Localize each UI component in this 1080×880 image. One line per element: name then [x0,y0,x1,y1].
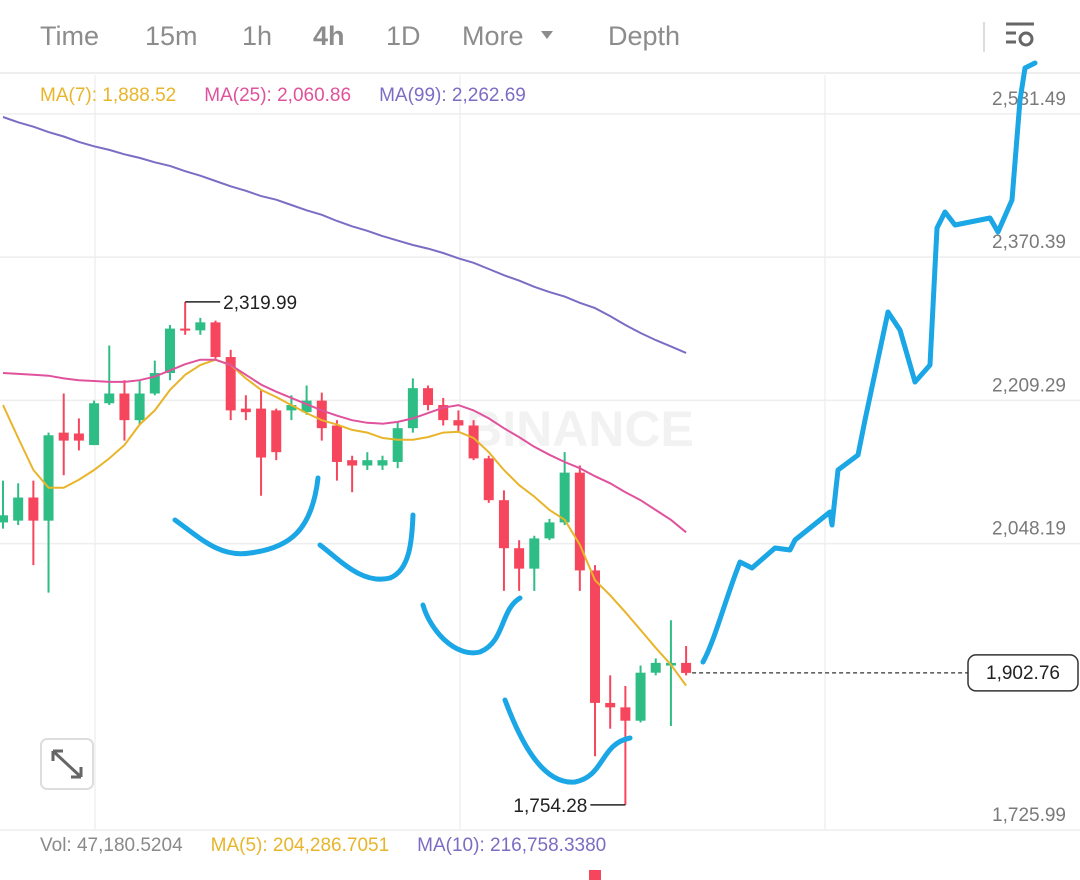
candle-body [149,373,160,394]
candle-body [681,662,692,673]
candle-body [256,408,267,458]
candle-body [529,538,540,569]
ma-line [2,116,687,354]
candle-body [73,433,84,441]
candle-body [483,458,494,501]
candle-body [392,428,403,462]
candle-body [13,497,24,521]
last-price-label: 1,902.76 [986,663,1060,684]
candle-body [316,400,327,429]
candle-body [605,702,616,708]
candle-body [180,328,191,331]
candle-body [210,322,221,358]
candle-body [271,410,282,453]
y-tick-label: 1,725.99 [992,805,1066,826]
legend-entry: MA(25): 2,060.86 [204,85,351,106]
candle-body [331,425,342,462]
candle-body [134,393,145,421]
ma-line [2,358,687,687]
last-price-box [967,654,1079,692]
candle-body [590,570,601,703]
high-label: 2,319.99 [223,293,297,314]
low-label: 1,754.28 [513,796,587,817]
volume-label: Vol: 47,180.5204 [40,835,183,856]
watermark: BINANCE [466,401,694,457]
legend-entry: MA(99): 2,262.69 [379,85,526,106]
candle-body [635,672,646,721]
volume-label: MA(5): 204,286.7051 [211,835,390,856]
candle-body [514,548,525,569]
candle-body [498,500,509,549]
candle-body [225,357,236,411]
candle-body [89,403,100,446]
candle-body [43,435,54,521]
tab[interactable]: 1D [386,21,421,51]
candle-body [574,472,585,571]
tab[interactable]: 1h [242,21,272,51]
candle-body [544,522,555,539]
candle-body [119,393,130,421]
candle-body [468,425,479,459]
candle-body [362,460,373,466]
candle-body [240,408,251,413]
candle-body [58,432,69,441]
candle-body [28,497,39,521]
candle-body [286,405,297,411]
candle-body [650,662,661,673]
settings-icon[interactable] [1006,22,1034,47]
expand-button[interactable] [40,738,94,790]
tab[interactable]: More [462,21,524,51]
candle-body [423,388,434,406]
candle-body [438,405,449,421]
candle-body [407,388,418,429]
y-tick-label: 2,209.29 [992,375,1066,396]
tab[interactable]: 15m [145,21,198,51]
marks: 2,319.99 1,754.28 1,902.76 [0,116,1079,817]
candle-body [301,400,312,413]
y-tick-label: 2,531.49 [992,89,1066,110]
tab[interactable]: 4h [313,21,345,51]
candle-body [0,515,8,523]
legend-entry: MA(7): 1,888.52 [40,85,176,106]
candle-body [347,460,358,466]
tab[interactable]: Time [40,21,99,51]
y-tick-label: 2,370.39 [992,232,1066,253]
dropdown-arrow [541,31,553,39]
candle-body [104,393,115,404]
candle-body [453,420,464,426]
candle-body [559,472,570,523]
ma-line [2,358,687,534]
volume-label: MA(10): 216,758.3380 [417,835,606,856]
candle-body [620,707,631,721]
candle-body [195,322,206,331]
grid: 2,531.49 2,370.39 2,209.29 2,048.19 1,725.99 [0,89,1080,831]
tab[interactable]: Depth [608,21,680,51]
hand-drawing [172,60,1038,785]
volume-bar [589,870,601,880]
y-tick-label: 2,048.19 [992,519,1066,540]
candle-body [164,328,175,374]
candle-body [377,460,388,466]
